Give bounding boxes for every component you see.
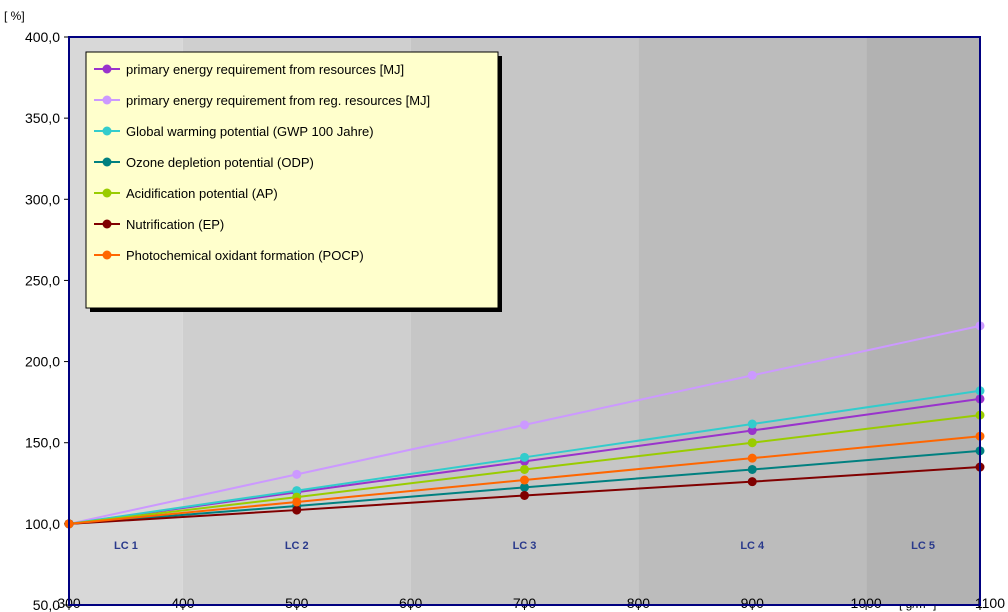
data-point (747, 419, 757, 429)
x-tick-label: 400 (171, 595, 195, 611)
legend-entry: primary energy requirement from resource… (126, 62, 404, 77)
y-tick-label: 50,0 (33, 597, 60, 612)
data-point (292, 497, 302, 507)
legend-swatch-marker (102, 157, 112, 167)
y-tick-label: 350,0 (25, 110, 60, 126)
y-axis-unit: [ %] (4, 9, 25, 23)
x-tick-label: 1100 (975, 595, 1005, 611)
y-tick-label: 400,0 (25, 29, 60, 45)
data-point (747, 370, 757, 380)
data-point (520, 464, 529, 474)
region-label: LC 1 (114, 540, 138, 552)
legend-swatch-marker (102, 95, 112, 105)
region-band (866, 37, 980, 605)
data-point (292, 486, 302, 496)
region-label: LC 5 (911, 540, 935, 552)
region-band (638, 37, 867, 605)
region-label: LC 2 (285, 540, 309, 552)
legend-swatch-marker (102, 126, 112, 136)
legend-box (85, 51, 499, 309)
data-point (747, 438, 757, 448)
legend-entry: primary energy requirement from reg. res… (126, 93, 430, 108)
region-label: LC 4 (740, 540, 765, 552)
data-point (292, 505, 302, 515)
data-point (520, 420, 529, 430)
legend-entry: Photochemical oxidant formation (POCP) (126, 248, 364, 263)
x-tick-label: 700 (513, 595, 537, 611)
data-point (520, 475, 529, 485)
legend-swatch-marker (102, 250, 112, 260)
x-tick-label: 1000 (851, 595, 882, 611)
y-tick-label: 300,0 (25, 191, 60, 207)
data-point (747, 426, 757, 436)
legend-swatch-marker (102, 188, 112, 198)
x-tick-label: 800 (627, 595, 651, 611)
legend-swatch-marker (102, 64, 112, 74)
legend-swatch-marker (102, 219, 112, 229)
y-tick-label: 100,0 (25, 516, 60, 532)
y-tick-label: 200,0 (25, 354, 60, 370)
data-point (747, 464, 757, 474)
data-point (520, 490, 529, 500)
region-label: LC 3 (513, 540, 537, 552)
x-tick-label: 900 (741, 595, 765, 611)
data-point (292, 469, 302, 479)
legend-entry: Ozone depletion potential (ODP) (126, 155, 314, 170)
data-point (747, 477, 757, 487)
data-point (747, 453, 757, 463)
legend-entry: Acidification potential (AP) (126, 186, 278, 201)
x-tick-label: 600 (399, 595, 423, 611)
y-tick-label: 150,0 (25, 435, 60, 451)
y-tick-label: 250,0 (25, 272, 60, 288)
plot-border (68, 36, 981, 606)
data-point (520, 482, 529, 492)
data-point (520, 452, 529, 462)
x-tick-label: 500 (285, 595, 309, 611)
legend-entry: Nutrification (EP) (126, 217, 224, 232)
legend-entry: Global warming potential (GWP 100 Jahre) (126, 124, 374, 139)
